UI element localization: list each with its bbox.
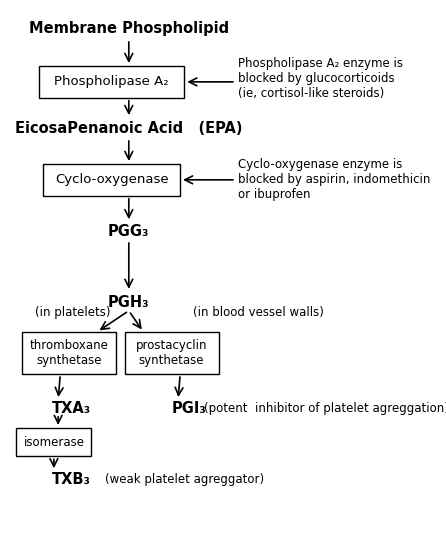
Text: Membrane Phospholipid: Membrane Phospholipid bbox=[29, 21, 229, 37]
Text: Phospholipase A₂: Phospholipase A₂ bbox=[54, 75, 169, 89]
Text: TXA₃: TXA₃ bbox=[52, 401, 91, 416]
Text: isomerase: isomerase bbox=[23, 436, 84, 449]
Text: (potent  inhibitor of platelet agreggation): (potent inhibitor of platelet agreggatio… bbox=[204, 402, 446, 415]
FancyBboxPatch shape bbox=[17, 428, 91, 456]
Text: PGH₃: PGH₃ bbox=[108, 294, 149, 309]
Text: PGI₃: PGI₃ bbox=[172, 401, 206, 416]
FancyBboxPatch shape bbox=[43, 164, 180, 196]
FancyBboxPatch shape bbox=[22, 332, 116, 374]
Text: prostacyclin
synthetase: prostacyclin synthetase bbox=[136, 339, 207, 367]
Text: PGG₃: PGG₃ bbox=[108, 224, 149, 239]
Text: (in blood vessel walls): (in blood vessel walls) bbox=[193, 306, 324, 319]
Text: EicosaPenanoic Acid   (EPA): EicosaPenanoic Acid (EPA) bbox=[15, 121, 243, 136]
Text: Phospholipase A₂ enzyme is
blocked by glucocorticoids
(ie, cortisol-like steroid: Phospholipase A₂ enzyme is blocked by gl… bbox=[238, 57, 403, 100]
Text: Cyclo-oxygenase enzyme is
blocked by aspirin, indomethicin
or ibuprofen: Cyclo-oxygenase enzyme is blocked by asp… bbox=[238, 158, 430, 201]
Text: TXB₃: TXB₃ bbox=[52, 473, 91, 488]
Text: (weak platelet agreggator): (weak platelet agreggator) bbox=[105, 473, 264, 487]
Text: (in platelets): (in platelets) bbox=[35, 306, 110, 319]
FancyBboxPatch shape bbox=[124, 332, 219, 374]
Text: Cyclo-oxygenase: Cyclo-oxygenase bbox=[55, 173, 169, 186]
FancyBboxPatch shape bbox=[39, 66, 185, 98]
Text: thromboxane
synthetase: thromboxane synthetase bbox=[29, 339, 108, 367]
